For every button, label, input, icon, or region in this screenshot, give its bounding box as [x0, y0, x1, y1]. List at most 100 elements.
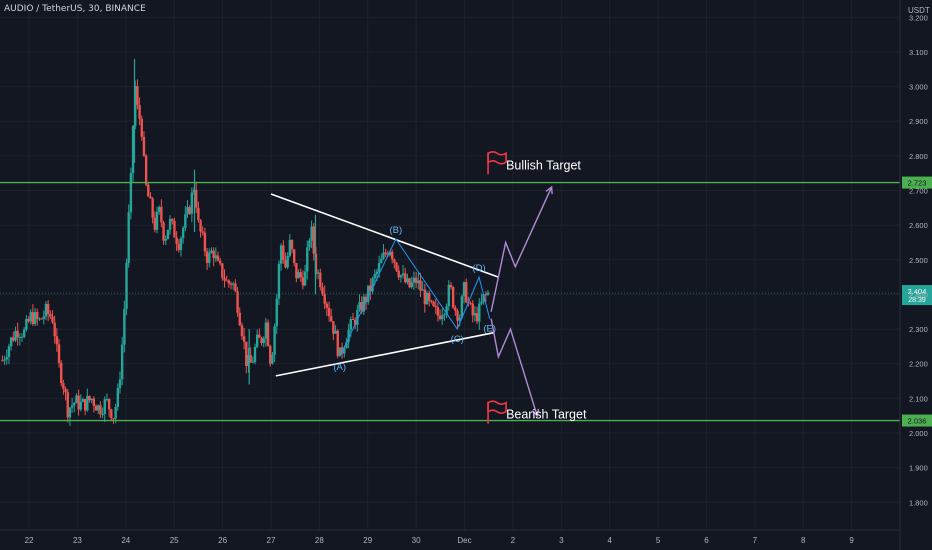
candle-body: [173, 221, 176, 238]
wave-label: (E): [483, 324, 496, 335]
candle-body: [369, 285, 372, 292]
candle-body: [240, 325, 244, 337]
candle-body: [38, 318, 41, 320]
wave-label: (C): [451, 334, 464, 345]
candle-body: [484, 294, 488, 296]
candle-body: [75, 395, 78, 404]
candle-body: [205, 251, 209, 263]
candle-body: [171, 219, 174, 222]
candle-body: [364, 296, 368, 303]
candle-body: [140, 118, 143, 137]
candle-body: [116, 388, 120, 408]
price-series: [1, 58, 490, 426]
candle-body: [401, 273, 405, 276]
support-tag: [902, 414, 932, 427]
candle-body: [251, 361, 255, 363]
x-tick-label: 2: [511, 536, 516, 545]
targets: Bullish Target Bearish Target: [487, 150, 587, 424]
x-tick-label: 22: [25, 536, 34, 545]
candle-body: [73, 403, 76, 406]
candle-body: [332, 321, 335, 334]
candle-body: [371, 278, 374, 292]
candle-body: [264, 322, 268, 339]
candle-body: [282, 245, 285, 261]
candle-body: [277, 263, 281, 299]
candle-body: [218, 260, 222, 264]
candle-body: [445, 306, 448, 315]
x-tick-label: 3: [559, 536, 564, 545]
x-axis[interactable]: 22 23 24 25 26 27 28 29 30 Dec 2 3 4 5 6 7 8 9: [0, 529, 900, 545]
candle-body: [49, 313, 52, 317]
candle-body: [451, 287, 455, 308]
candle-body: [101, 414, 104, 416]
x-tick-label: 7: [753, 536, 758, 545]
candle-body: [462, 282, 466, 297]
candle-body: [386, 253, 390, 256]
candle-body: [336, 330, 339, 356]
candle-body: [340, 347, 344, 354]
candle-body: [434, 305, 437, 308]
y-tick-label: 2.000: [909, 429, 928, 438]
candle-body: [31, 312, 35, 324]
candle-body: [123, 309, 126, 345]
candle-body: [68, 407, 72, 418]
candle-body: [271, 354, 274, 364]
target-label: Bearish Target: [506, 408, 587, 422]
candle-body: [325, 303, 329, 308]
candle-body: [316, 272, 320, 274]
candle-body: [20, 336, 24, 338]
candle-body: [147, 184, 150, 197]
y-axis[interactable]: 3.200 3.100 3.000 2.900 2.800 2.700 2.600 2.500…: [899, 0, 928, 550]
candle-body: [40, 318, 43, 320]
support-label: 2.036: [908, 417, 927, 426]
candle-body: [144, 155, 148, 185]
candle-body: [460, 296, 464, 318]
candle-body: [216, 255, 220, 261]
candle-body: [236, 291, 239, 313]
candle-body: [390, 251, 394, 260]
candle-body: [255, 334, 259, 347]
candle-body: [168, 219, 172, 230]
candle-body: [99, 405, 102, 415]
candle-body: [190, 192, 194, 214]
candle-body: [356, 309, 359, 325]
candle-body: [275, 298, 278, 327]
candle-body: [310, 226, 313, 241]
candle-body: [375, 271, 379, 275]
candle-body: [51, 316, 54, 323]
candle-body: [358, 302, 361, 310]
x-tick-label: 23: [73, 536, 82, 545]
candle-body: [393, 259, 396, 263]
candle-body: [475, 313, 479, 322]
candle-body: [223, 277, 226, 281]
x-tick-label: 27: [267, 536, 276, 545]
candle-body: [134, 86, 137, 126]
candle-body: [373, 274, 376, 279]
candle-body: [46, 303, 50, 314]
candle-body: [395, 262, 398, 271]
candle-body: [25, 318, 28, 330]
candle-body: [177, 243, 180, 251]
candle-body: [367, 285, 370, 303]
candle-body: [232, 283, 235, 285]
candle-body: [349, 318, 353, 330]
x-tick-label: 25: [170, 536, 179, 545]
candle-body: [427, 292, 431, 301]
candle-body: [473, 313, 477, 316]
candle-body: [42, 316, 45, 319]
candle-body: [131, 125, 135, 174]
candle-body: [299, 272, 302, 278]
candle-body: [362, 296, 366, 312]
triangle-lower-line: [275, 331, 495, 377]
wave-label: (D): [472, 263, 485, 274]
candle-body: [125, 262, 128, 310]
symbol-header: AUDIO / TetherUS, 30, BINANCE: [4, 4, 146, 14]
wave-labels: (A) (B) (C) (D) (E): [333, 225, 496, 373]
candle-body: [212, 250, 215, 259]
candle-body: [114, 407, 117, 419]
candle-body: [353, 319, 357, 325]
x-tick-label: 28: [315, 536, 324, 545]
triangle-upper-line: [270, 193, 499, 278]
